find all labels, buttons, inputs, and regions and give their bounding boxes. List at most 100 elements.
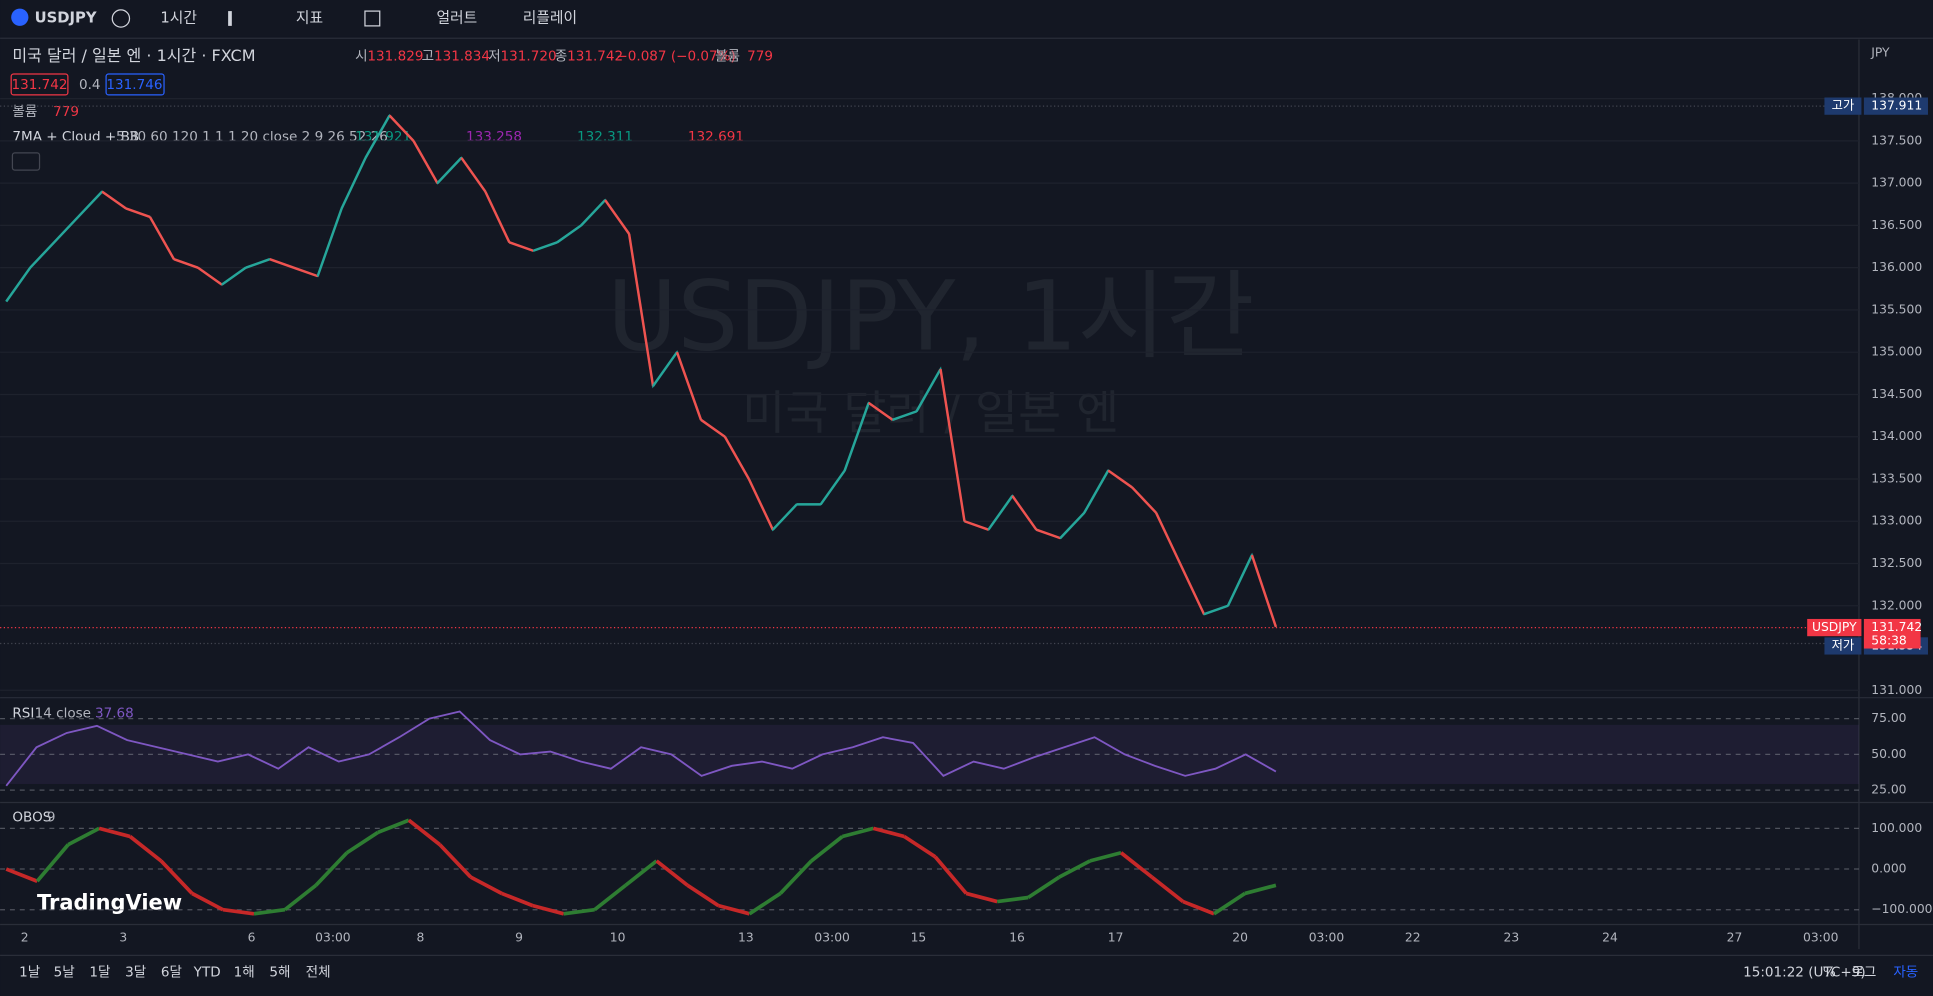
scale-button[interactable]: % bbox=[1823, 965, 1836, 981]
price-move bbox=[316, 208, 343, 277]
range-button[interactable]: 1해 bbox=[234, 965, 255, 981]
price-tick-label: 133.500 bbox=[1871, 471, 1922, 485]
price-move bbox=[1107, 469, 1133, 489]
compare-button[interactable] bbox=[111, 9, 131, 28]
symbol[interactable]: USDJPY bbox=[35, 9, 97, 26]
rsi-line bbox=[5, 710, 1277, 787]
range-button[interactable]: 6달 bbox=[161, 965, 182, 981]
price-tag-label-bg bbox=[1824, 97, 1862, 115]
price-move bbox=[340, 157, 367, 210]
obos-segment bbox=[345, 830, 379, 855]
volume-value: 779 bbox=[53, 104, 79, 120]
spread: 0.4 bbox=[79, 77, 101, 93]
time-tick-label: 16 bbox=[1009, 931, 1025, 945]
volume-label: 볼륨 bbox=[12, 104, 37, 120]
time-tick-label: 03:00 bbox=[814, 931, 850, 945]
templates-icon[interactable] bbox=[364, 10, 381, 27]
ask[interactable]: 131.746 bbox=[106, 77, 162, 93]
clock: 15:01:22 (UTC+9) bbox=[1743, 965, 1866, 981]
collapse-button[interactable] bbox=[11, 152, 41, 171]
volume-label: 볼륨 bbox=[715, 49, 740, 65]
interval-button[interactable]: 1시간 bbox=[160, 9, 197, 26]
chart-type-icon[interactable] bbox=[228, 11, 232, 26]
obos-tick-label: −100.000 bbox=[1871, 902, 1932, 916]
price-move bbox=[700, 418, 726, 438]
price-move bbox=[1131, 486, 1158, 514]
obos-segment bbox=[933, 855, 968, 895]
price-move bbox=[1059, 511, 1086, 539]
price-tick-label: 132.500 bbox=[1871, 556, 1922, 570]
scale-button[interactable]: 로그 bbox=[1851, 965, 1876, 981]
last-tag-label: USDJPY bbox=[1812, 620, 1857, 634]
ohlc-label: 시 bbox=[355, 49, 367, 65]
price-tag-label: 고가 bbox=[1832, 99, 1855, 113]
price-tick-label: 134.500 bbox=[1871, 387, 1922, 401]
price-move bbox=[604, 199, 631, 235]
obos-segment bbox=[35, 843, 70, 883]
replay-button[interactable]: 리플레이 bbox=[523, 9, 577, 26]
price-tick-label: 137.500 bbox=[1871, 133, 1922, 147]
price-tag-label-bg bbox=[1824, 637, 1862, 655]
obos-segment bbox=[377, 818, 410, 835]
obos-segment bbox=[67, 826, 101, 847]
obos-tick-label: 0.000 bbox=[1871, 862, 1906, 876]
obos-segment bbox=[563, 907, 595, 916]
indicators-button[interactable]: 지표 bbox=[296, 9, 323, 26]
obos-segment bbox=[624, 859, 658, 887]
price-move bbox=[101, 190, 127, 210]
indicator-value: 133.258 bbox=[466, 129, 522, 145]
bid-box[interactable] bbox=[10, 73, 69, 96]
time-tick-label: 24 bbox=[1602, 931, 1618, 945]
obos-params: 9 bbox=[47, 809, 56, 825]
range-button[interactable]: 전체 bbox=[306, 965, 331, 981]
time-tick-label: 6 bbox=[248, 931, 256, 945]
obos-segment bbox=[222, 907, 255, 916]
symbol-icon bbox=[11, 8, 29, 26]
time-tick-label: 03:00 bbox=[1309, 931, 1345, 945]
obos-segment bbox=[748, 891, 782, 916]
ohlc-value: 131.829 bbox=[367, 49, 423, 65]
countdown: 58:38 bbox=[1871, 634, 1906, 648]
obos-segment bbox=[1089, 850, 1122, 863]
price-move bbox=[53, 216, 80, 244]
price-move bbox=[245, 258, 271, 269]
range-button[interactable]: 3달 bbox=[125, 965, 146, 981]
time-tick-label: 13 bbox=[738, 931, 754, 945]
price-move bbox=[1178, 562, 1206, 615]
obos-segment bbox=[128, 835, 163, 863]
time-tick-label: 22 bbox=[1405, 931, 1421, 945]
ohlc-label: 고 bbox=[422, 49, 434, 65]
range-button[interactable]: 1달 bbox=[89, 965, 110, 981]
ohlc-value: 131.720 bbox=[501, 49, 557, 65]
price-move bbox=[1203, 604, 1229, 616]
bid[interactable]: 131.742 bbox=[12, 77, 68, 93]
price-move bbox=[221, 266, 247, 286]
price-move bbox=[771, 503, 798, 531]
time-tick-label: 8 bbox=[417, 931, 425, 945]
watermark-name: 미국 달러 / 일본 엔 bbox=[742, 387, 1119, 441]
price-move bbox=[293, 266, 319, 278]
scale-button[interactable]: 자동 bbox=[1893, 965, 1918, 981]
legend-title: 미국 달러 / 일본 엔 · 1시간 · FXCM bbox=[12, 46, 255, 65]
price-move bbox=[1083, 469, 1110, 514]
obos-segment bbox=[253, 907, 286, 916]
range-button[interactable]: 1날 bbox=[19, 965, 40, 981]
price-move bbox=[915, 368, 942, 412]
price-move bbox=[412, 140, 439, 184]
price-tag-value: 137.911 bbox=[1871, 99, 1922, 113]
volume-value: 779 bbox=[747, 49, 773, 65]
obos-segment bbox=[872, 826, 905, 839]
price-move bbox=[29, 241, 56, 269]
time-tick-label: 2 bbox=[21, 931, 29, 945]
range-button[interactable]: YTD bbox=[193, 965, 221, 981]
ask-box[interactable] bbox=[105, 73, 165, 96]
price-tag bbox=[1863, 97, 1928, 115]
alert-button[interactable]: 얼러트 bbox=[436, 9, 477, 26]
range-button[interactable]: 5날 bbox=[54, 965, 75, 981]
range-button[interactable]: 5해 bbox=[269, 965, 290, 981]
time-tick-label: 23 bbox=[1504, 931, 1520, 945]
toolbar bbox=[0, 0, 1933, 37]
price-tick-label: 135.500 bbox=[1871, 302, 1922, 316]
obos-segment bbox=[5, 867, 38, 883]
